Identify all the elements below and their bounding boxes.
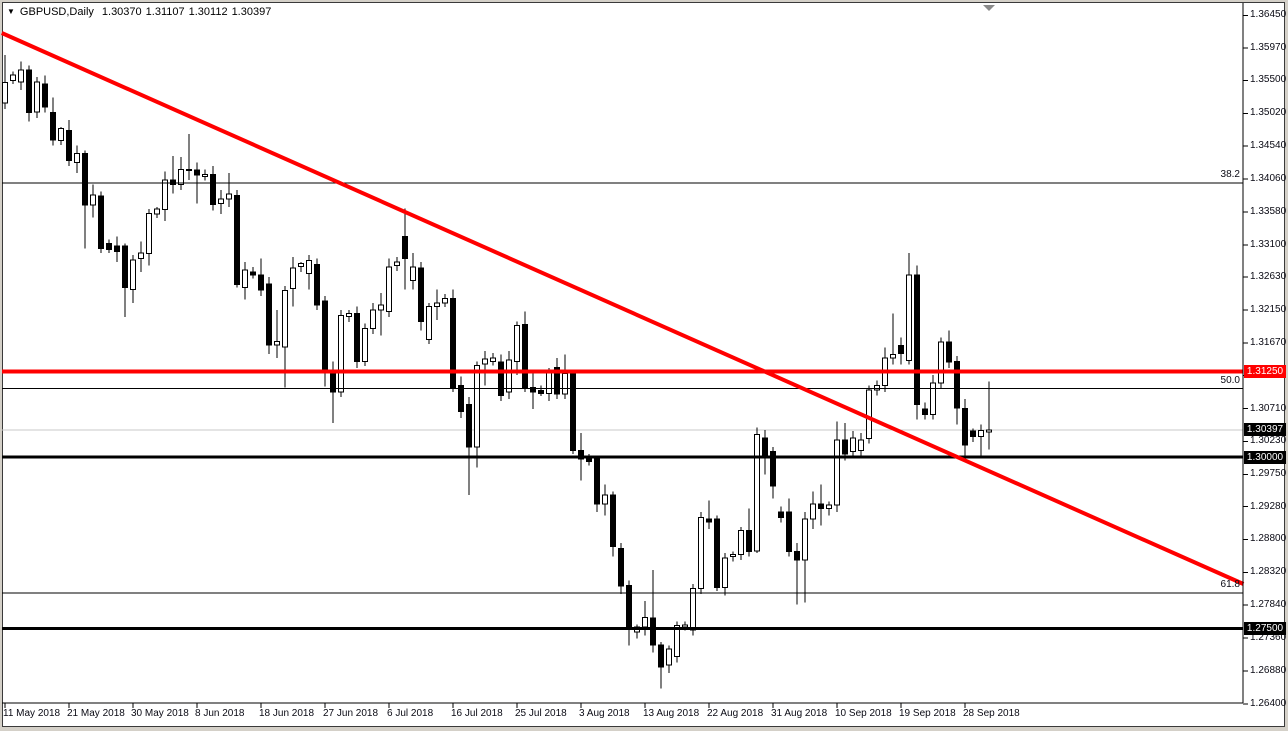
collapse-triangle-icon[interactable]: ▼ xyxy=(7,7,15,16)
low-value: 1.30112 xyxy=(188,6,228,18)
date-axis-label: 30 May 2018 xyxy=(131,708,189,719)
date-axis-label: 31 Aug 2018 xyxy=(771,708,828,719)
date-axis-label: 22 Aug 2018 xyxy=(707,708,764,719)
date-axis-label: 8 Jun 2018 xyxy=(195,708,245,719)
price-axis-label: 1.27360 xyxy=(1250,632,1287,644)
date-axis-label: 3 Aug 2018 xyxy=(579,708,630,719)
ohlc-readout: 1.30370 1.31107 1.30112 1.30397 xyxy=(102,6,275,18)
price-axis-label: 1.34060 xyxy=(1250,173,1287,185)
symbol-period-label: GBPUSD,Daily xyxy=(19,6,94,18)
fib-level-label: 50.0 xyxy=(1220,374,1240,386)
date-axis-label: 10 Sep 2018 xyxy=(835,708,892,719)
chart-shift-marker-icon xyxy=(983,5,995,11)
price-axis-label: 1.29280 xyxy=(1250,500,1287,512)
date-axis-label: 16 Jul 2018 xyxy=(451,708,503,719)
price-axis-label: 1.30710 xyxy=(1250,402,1287,414)
date-axis-label: 28 Sep 2018 xyxy=(963,708,1020,719)
high-value: 1.31107 xyxy=(145,6,185,18)
price-axis-label: 1.30230 xyxy=(1250,435,1287,447)
price-line-badge: 1.27500 xyxy=(1244,621,1286,635)
price-line-badge: 1.30397 xyxy=(1244,423,1286,437)
date-axis-label: 11 May 2018 xyxy=(3,708,61,719)
price-line-badge: 1.31250 xyxy=(1244,365,1286,379)
date-axis-label: 19 Sep 2018 xyxy=(899,708,956,719)
price-axis-label: 1.28800 xyxy=(1250,533,1287,545)
date-axis-label: 13 Aug 2018 xyxy=(643,708,700,719)
price-axis-label: 1.33100 xyxy=(1250,238,1287,250)
date-axis-label: 25 Jul 2018 xyxy=(515,708,567,719)
fib-level-label: 38.2 xyxy=(1220,169,1240,181)
price-axis-label: 1.26400 xyxy=(1250,697,1287,709)
price-axis-label: 1.26880 xyxy=(1250,664,1287,676)
price-axis-label: 1.35970 xyxy=(1250,42,1287,54)
price-axis-label: 1.33580 xyxy=(1250,205,1287,217)
price-axis-label: 1.28320 xyxy=(1250,566,1287,578)
date-axis-label: 27 Jun 2018 xyxy=(323,708,379,719)
price-line-badge: 1.30000 xyxy=(1244,450,1286,464)
close-value: 1.30397 xyxy=(231,6,272,18)
price-axis-label: 1.32630 xyxy=(1250,271,1287,283)
price-axis-label: 1.35020 xyxy=(1250,107,1287,119)
date-axis-label: 18 Jun 2018 xyxy=(259,708,315,719)
price-axis-label: 1.29750 xyxy=(1250,468,1287,480)
date-axis-label: 21 May 2018 xyxy=(67,708,125,719)
date-axis-label: 6 Jul 2018 xyxy=(387,708,434,719)
price-axis-label: 1.35500 xyxy=(1250,74,1287,86)
price-axis-label: 1.34540 xyxy=(1250,140,1287,152)
price-axis-label: 1.31670 xyxy=(1250,336,1287,348)
price-axis-label: 1.27840 xyxy=(1250,599,1287,611)
price-axis-label: 1.36450 xyxy=(1250,9,1287,21)
open-value: 1.30370 xyxy=(101,6,142,18)
fib-level-label: 61.8 xyxy=(1220,578,1240,590)
chart-title: ▼ GBPUSD,Daily 1.30370 1.31107 1.30112 1.3039… xyxy=(7,6,275,18)
price-axis-label: 1.32150 xyxy=(1250,303,1287,315)
